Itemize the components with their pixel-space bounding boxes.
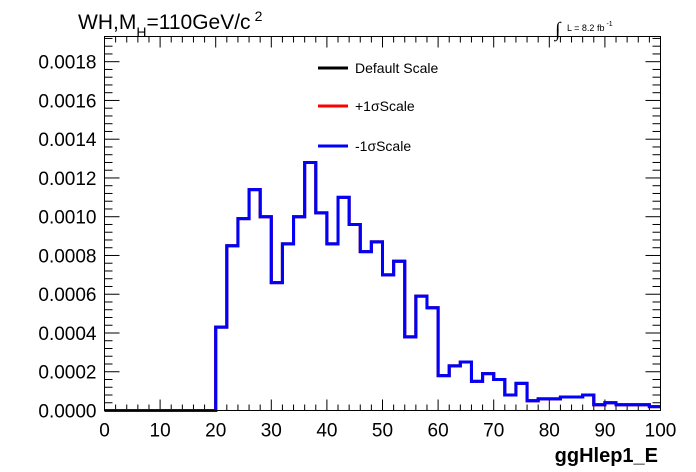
series-line-minus1sigma-scale [104,160,661,412]
chart-title: WH,MH=110GeV/c 2 [78,8,263,40]
legend-label: +1σScale [355,98,415,114]
y-tick-label: 0.0010 [38,208,96,229]
y-tick-label: 0.0012 [38,169,96,190]
y-tick-label: 0.0000 [38,402,96,423]
lumi-integral-sign: ∫ [553,19,562,42]
y-tick-label: 0.0008 [38,246,96,267]
legend-label: -1σScale [355,138,411,154]
legend-label: Default Scale [355,60,438,76]
x-axis-label: ggHlep1_E [555,445,658,467]
plot-frame [104,36,661,411]
x-tick-label: 80 [539,421,560,442]
legend-entry-default-scale: Default Scale [318,60,438,76]
x-tick-label: 30 [261,421,282,442]
title-subscript: H [136,24,146,40]
x-tick-label: 100 [645,421,677,442]
title-part2: =110GeV/c [146,11,250,34]
y-tick-label: 0.0006 [38,285,96,306]
x-tick-label: 60 [428,421,449,442]
y-tick-label: 0.0014 [38,130,97,151]
x-tick-label: 10 [150,421,171,442]
x-tick-label: 90 [594,421,615,442]
x-axis-ticks: 0 10 20 30 40 50 60 70 80 90 100 [99,36,677,442]
y-tick-label: 0.0018 [38,53,96,74]
lumi-text: L = 8.2 fb [567,23,604,33]
series-lines [104,160,661,412]
title-part1: WH,M [78,11,136,34]
y-tick-label: 0.0004 [38,324,97,345]
y-tick-label: 0.0016 [38,91,96,112]
x-tick-label: 50 [372,421,393,442]
x-tick-label: 70 [483,421,504,442]
x-tick-label: 40 [316,421,337,442]
lumi-exponent: -1 [606,21,612,28]
legend: Default Scale +1σScale -1σScale [318,60,438,154]
y-axis-ticks: 0.0000 0.0002 0.0004 0.0006 0.0008 0.0010 0.00… [38,37,661,423]
title-superscript: 2 [255,8,263,24]
legend-entry-minus1sigma-scale: -1σScale [318,138,411,154]
x-tick-label: 20 [205,421,226,442]
y-tick-label: 0.0002 [38,363,96,384]
legend-entry-plus1sigma-scale: +1σScale [318,98,415,114]
x-tick-label: 0 [99,421,110,442]
lumi-label: L = 8.2 fb -1 [567,21,613,33]
